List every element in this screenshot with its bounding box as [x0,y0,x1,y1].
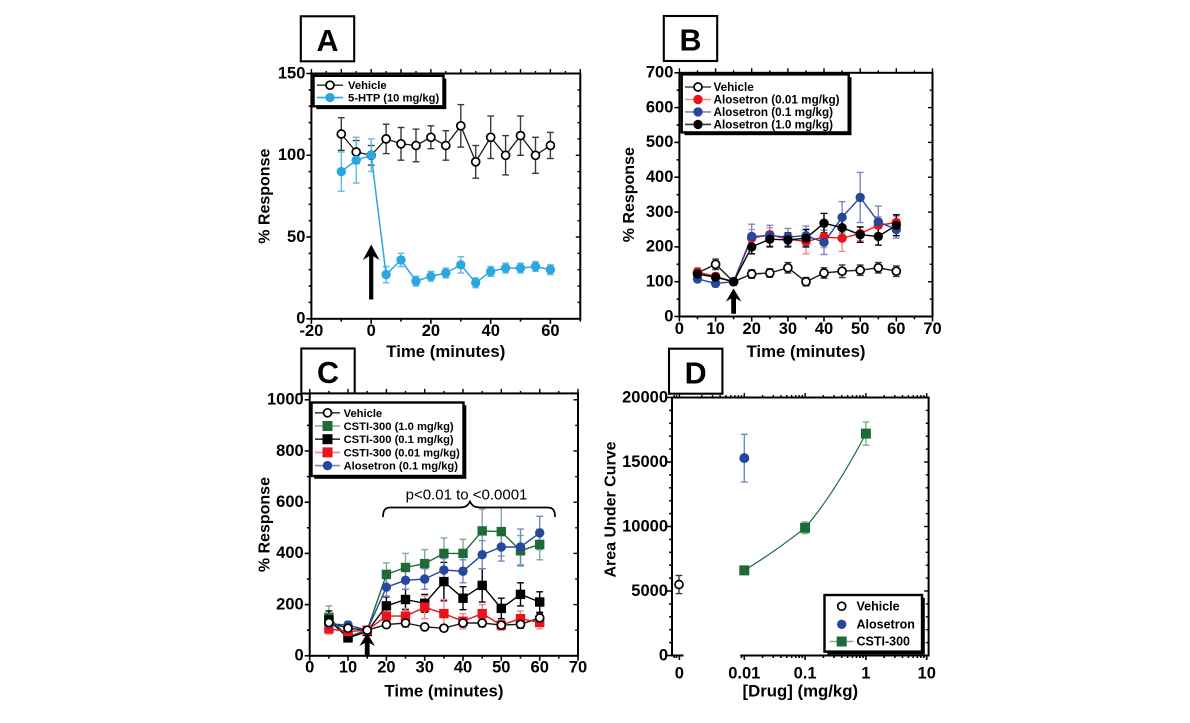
svg-text:600: 600 [646,98,674,116]
svg-text:B: B [679,24,701,58]
svg-text:20: 20 [422,322,440,340]
svg-text:400: 400 [276,544,304,562]
svg-text:10: 10 [339,659,357,677]
svg-text:% Response: % Response [257,477,274,572]
svg-text:70: 70 [923,320,941,338]
svg-text:Time (minutes): Time (minutes) [746,342,865,361]
svg-text:20: 20 [743,320,761,338]
svg-text:0.1: 0.1 [794,664,817,682]
svg-text:Vehicle: Vehicle [857,599,900,613]
svg-text:30: 30 [779,320,797,338]
svg-text:70: 70 [569,659,587,677]
svg-text:0: 0 [367,322,376,340]
svg-text:CSTI-300 (0.01 mg/kg): CSTI-300 (0.01 mg/kg) [344,447,461,459]
svg-text:0.01: 0.01 [728,664,760,682]
svg-text:500: 500 [646,133,674,151]
svg-text:Alosetron: Alosetron [857,618,915,632]
svg-text:400: 400 [646,168,674,186]
svg-text:40: 40 [454,659,472,677]
svg-text:150: 150 [278,64,306,82]
svg-text:15000: 15000 [622,453,668,471]
svg-text:1000: 1000 [267,391,304,409]
svg-text:100: 100 [646,273,674,291]
svg-text:Time (minutes): Time (minutes) [386,342,505,361]
svg-text:[Drug] (mg/kg): [Drug] (mg/kg) [743,681,859,700]
svg-text:5-HTP (10 mg/kg): 5-HTP (10 mg/kg) [348,93,439,105]
svg-text:20: 20 [377,659,395,677]
svg-text:0: 0 [659,646,668,664]
svg-text:0: 0 [664,307,673,325]
svg-text:Vehicle: Vehicle [714,81,755,94]
svg-text:800: 800 [276,442,304,460]
svg-text:40: 40 [482,322,500,340]
svg-text:Area Under Curve: Area Under Curve [603,441,620,577]
svg-text:20000: 20000 [622,388,668,406]
svg-text:10: 10 [918,664,936,682]
svg-text:Vehicle: Vehicle [344,408,383,420]
svg-text:C: C [317,356,339,390]
svg-text:Time (minutes): Time (minutes) [384,681,503,700]
svg-text:50: 50 [287,228,305,246]
svg-text:600: 600 [276,493,304,511]
svg-text:CSTI-300: CSTI-300 [857,635,911,649]
svg-text:40: 40 [815,320,833,338]
svg-text:0: 0 [675,320,684,338]
svg-text:10000: 10000 [622,517,668,535]
svg-text:1: 1 [861,664,870,682]
svg-text:200: 200 [276,595,304,613]
svg-text:% Response: % Response [257,149,274,244]
svg-text:0: 0 [295,647,304,665]
svg-text:Alosetron (1.0 mg/kg): Alosetron (1.0 mg/kg) [714,119,834,132]
svg-text:A: A [316,24,338,58]
svg-text:Alosetron (0.01 mg/kg): Alosetron (0.01 mg/kg) [714,94,840,107]
svg-text:D: D [685,356,707,390]
svg-text:60: 60 [541,322,559,340]
svg-text:Vehicle: Vehicle [348,80,387,92]
svg-text:0: 0 [305,659,314,677]
svg-text:50: 50 [492,659,510,677]
svg-text:Alosetron (0.1 mg/kg): Alosetron (0.1 mg/kg) [714,106,834,119]
svg-text:CSTI-300 (0.1 mg/kg): CSTI-300 (0.1 mg/kg) [344,434,454,446]
svg-text:-20: -20 [299,322,323,340]
svg-text:700: 700 [646,64,674,82]
svg-text:100: 100 [278,146,306,164]
svg-text:10: 10 [706,320,724,338]
svg-text:30: 30 [416,659,434,677]
svg-text:0: 0 [675,664,684,682]
svg-text:% Response: % Response [621,147,638,242]
svg-text:CSTI-300 (1.0 mg/kg): CSTI-300 (1.0 mg/kg) [344,421,454,433]
svg-text:5000: 5000 [631,582,668,600]
svg-text:60: 60 [531,659,549,677]
svg-text:200: 200 [646,238,674,256]
svg-text:300: 300 [646,203,674,221]
svg-text:60: 60 [887,320,905,338]
svg-text:Alosetron (0.1 mg/kg): Alosetron (0.1 mg/kg) [344,461,459,473]
svg-text:p<0.01 to <0.0001: p<0.01 to <0.0001 [406,486,528,503]
svg-text:0: 0 [296,310,305,328]
svg-text:50: 50 [851,320,869,338]
